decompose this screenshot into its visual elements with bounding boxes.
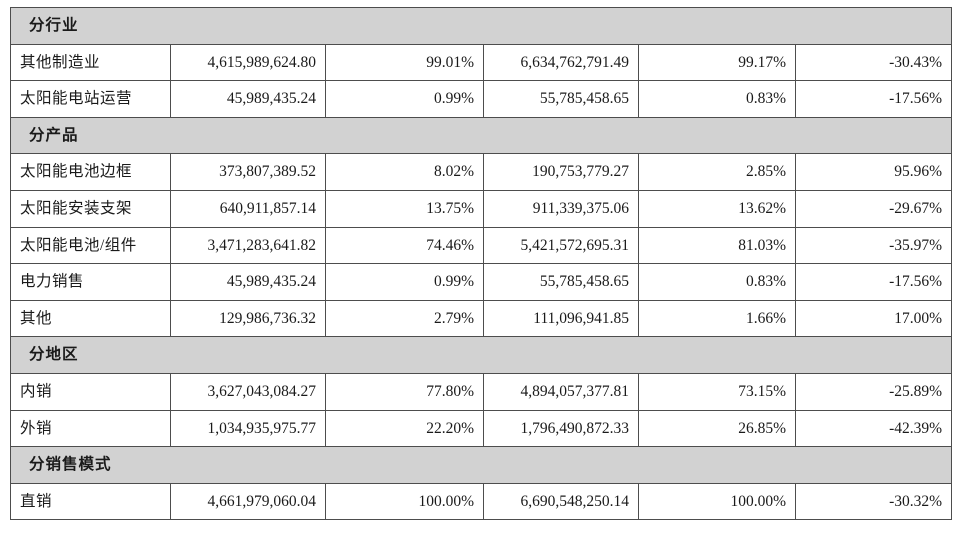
section-header-label: 分销售模式 xyxy=(9,446,953,484)
row-value-cell: -17.56% xyxy=(794,80,953,118)
row-value-cell: 129,986,736.32 xyxy=(170,299,326,338)
row-value-cell: -30.43% xyxy=(794,43,953,82)
row-value-cell: 6,690,548,250.14 xyxy=(483,482,639,521)
row-value-cell: 0.83% xyxy=(638,263,796,301)
section-header-row: 分行业 xyxy=(9,7,953,45)
section-header-row: 分销售模式 xyxy=(9,446,953,484)
row-value-cell: 13.75% xyxy=(325,189,484,228)
row-value-cell: 26.85% xyxy=(638,409,796,448)
row-value-cell: 4,615,989,624.80 xyxy=(170,43,326,82)
row-value-cell: 17.00% xyxy=(794,299,953,338)
row-value-cell: 111,096,941.85 xyxy=(483,299,639,338)
row-value-cell: 45,989,435.24 xyxy=(170,263,326,301)
row-value-cell: 2.85% xyxy=(638,153,796,191)
row-value-cell: -17.56% xyxy=(794,263,953,301)
row-value-cell: 100.00% xyxy=(638,482,796,521)
table-row: 太阳能电池/组件 3,471,283,641.82 74.46% 5,421,572,… xyxy=(10,226,953,265)
row-value-cell: 45,989,435.24 xyxy=(170,80,326,118)
table-row: 电力销售 45,989,435.24 0.99% 55,785,458.65 0.83%… xyxy=(10,263,953,301)
row-value-cell: 73.15% xyxy=(638,372,796,411)
row-value-cell: 55,785,458.65 xyxy=(483,263,639,301)
row-value-cell: 640,911,857.14 xyxy=(170,189,326,228)
row-value-cell: 100.00% xyxy=(325,482,484,521)
row-value-cell: 4,894,057,377.81 xyxy=(483,372,639,411)
row-category-label: 太阳能电站运营 xyxy=(10,80,171,118)
row-value-cell: 0.99% xyxy=(325,263,484,301)
table-row: 其他 129,986,736.32 2.79% 111,096,941.85 1.66%… xyxy=(10,299,953,338)
row-value-cell: -30.32% xyxy=(794,482,953,521)
row-category-label: 内销 xyxy=(10,372,171,411)
row-value-cell: 2.79% xyxy=(325,299,484,338)
row-value-cell: 1,034,935,975.77 xyxy=(170,409,326,448)
row-value-cell: 3,471,283,641.82 xyxy=(170,226,326,265)
row-value-cell: -29.67% xyxy=(794,189,953,228)
section-header-label: 分产品 xyxy=(9,116,953,155)
table-row: 直销 4,661,979,060.04 100.00% 6,690,548,250.1… xyxy=(10,482,953,521)
row-category-label: 外销 xyxy=(10,409,171,448)
row-value-cell: 5,421,572,695.31 xyxy=(483,226,639,265)
table-row: 其他制造业 4,615,989,624.80 99.01% 6,634,762,791… xyxy=(10,43,953,82)
row-value-cell: 4,661,979,060.04 xyxy=(170,482,326,521)
row-value-cell: 1,796,490,872.33 xyxy=(483,409,639,448)
row-category-label: 直销 xyxy=(10,482,171,521)
row-category-label: 其他制造业 xyxy=(10,43,171,82)
row-value-cell: 3,627,043,084.27 xyxy=(170,372,326,411)
row-category-label: 太阳能安装支架 xyxy=(10,189,171,228)
financial-breakdown-table-container: 分行业 其他制造业 4,615,989,624.80 99.01% 6,634,762,… xyxy=(9,7,953,521)
row-value-cell: 77.80% xyxy=(325,372,484,411)
row-value-cell: 74.46% xyxy=(325,226,484,265)
table-row: 内销 3,627,043,084.27 77.80% 4,894,057,377.81… xyxy=(10,372,953,411)
row-value-cell: -25.89% xyxy=(794,372,953,411)
row-value-cell: -35.97% xyxy=(794,226,953,265)
row-value-cell: 13.62% xyxy=(638,189,796,228)
row-value-cell: 1.66% xyxy=(638,299,796,338)
row-value-cell: 95.96% xyxy=(794,153,953,191)
table-row: 太阳能安装支架 640,911,857.14 13.75% 911,339,375.0… xyxy=(10,189,953,228)
section-header-label: 分行业 xyxy=(9,7,953,45)
table-row: 太阳能电站运营 45,989,435.24 0.99% 55,785,458.65 0.… xyxy=(10,80,953,118)
section-header-label: 分地区 xyxy=(9,336,953,374)
row-value-cell: 55,785,458.65 xyxy=(483,80,639,118)
row-value-cell: 8.02% xyxy=(325,153,484,191)
row-category-label: 太阳能电池边框 xyxy=(10,153,171,191)
row-category-label: 其他 xyxy=(10,299,171,338)
section-header-row: 分地区 xyxy=(9,336,953,374)
section-header-row: 分产品 xyxy=(9,116,953,155)
table-row: 外销 1,034,935,975.77 22.20% 1,796,490,872.33… xyxy=(10,409,953,448)
row-value-cell: -42.39% xyxy=(794,409,953,448)
table-row: 太阳能电池边框 373,807,389.52 8.02% 190,753,779.27… xyxy=(10,153,953,191)
row-value-cell: 0.83% xyxy=(638,80,796,118)
row-category-label: 电力销售 xyxy=(10,263,171,301)
row-category-label: 太阳能电池/组件 xyxy=(10,226,171,265)
row-value-cell: 99.01% xyxy=(325,43,484,82)
row-value-cell: 373,807,389.52 xyxy=(170,153,326,191)
row-value-cell: 911,339,375.06 xyxy=(483,189,639,228)
financial-breakdown-table: 分行业 其他制造业 4,615,989,624.80 99.01% 6,634,762,… xyxy=(9,7,953,521)
row-value-cell: 81.03% xyxy=(638,226,796,265)
row-value-cell: 0.99% xyxy=(325,80,484,118)
row-value-cell: 190,753,779.27 xyxy=(483,153,639,191)
row-value-cell: 6,634,762,791.49 xyxy=(483,43,639,82)
row-value-cell: 22.20% xyxy=(325,409,484,448)
breakdown-table-body: 分行业 其他制造业 4,615,989,624.80 99.01% 6,634,762,… xyxy=(9,7,953,521)
row-value-cell: 99.17% xyxy=(638,43,796,82)
